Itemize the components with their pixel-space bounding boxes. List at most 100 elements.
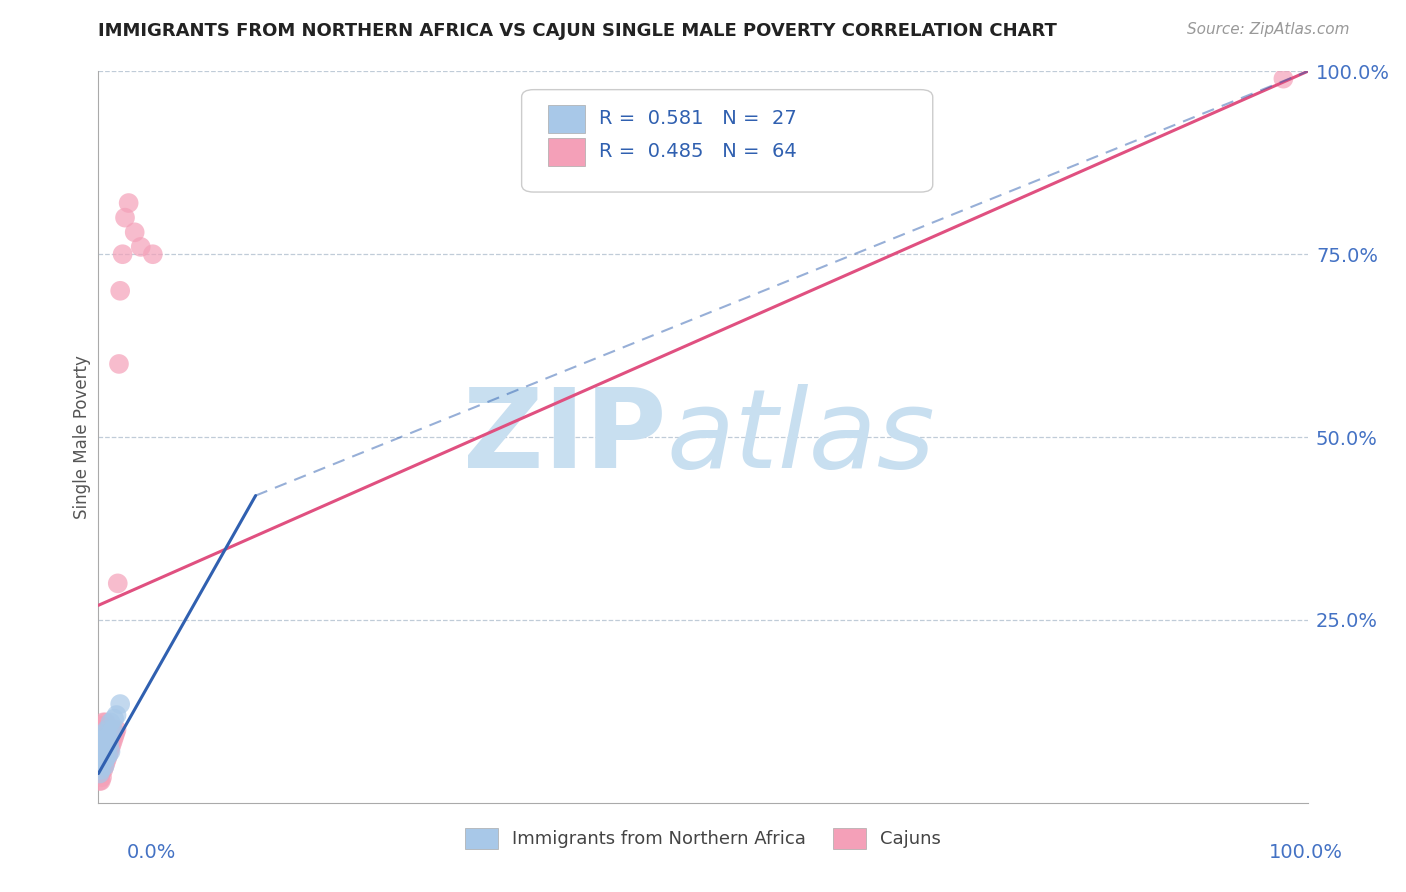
Point bbox=[93, 726, 115, 740]
Text: atlas: atlas bbox=[666, 384, 935, 491]
Legend: Immigrants from Northern Africa, Cajuns: Immigrants from Northern Africa, Cajuns bbox=[458, 821, 948, 856]
Point bbox=[90, 756, 112, 770]
Point bbox=[91, 715, 114, 730]
Point bbox=[100, 730, 122, 744]
Point bbox=[90, 723, 112, 737]
Point bbox=[108, 284, 131, 298]
Point bbox=[97, 730, 120, 744]
Point bbox=[89, 759, 111, 773]
Point bbox=[93, 733, 115, 747]
Point bbox=[94, 737, 117, 751]
Point bbox=[89, 752, 111, 766]
Point bbox=[91, 745, 114, 759]
Point bbox=[105, 708, 128, 723]
Point bbox=[108, 357, 131, 371]
Point bbox=[90, 740, 112, 755]
Text: Source: ZipAtlas.com: Source: ZipAtlas.com bbox=[1187, 22, 1350, 37]
Text: ZIP: ZIP bbox=[464, 384, 666, 491]
Point bbox=[93, 748, 115, 763]
Point bbox=[90, 733, 112, 747]
Point bbox=[91, 730, 114, 744]
Point bbox=[91, 748, 114, 763]
Point bbox=[98, 737, 121, 751]
Point bbox=[114, 211, 136, 225]
Point bbox=[90, 733, 112, 747]
Point bbox=[89, 756, 111, 770]
Point bbox=[96, 752, 118, 766]
Point bbox=[91, 745, 114, 759]
Point bbox=[89, 773, 111, 788]
Point bbox=[93, 759, 115, 773]
Point bbox=[90, 766, 112, 780]
Point bbox=[90, 763, 112, 777]
Point bbox=[93, 723, 115, 737]
Point bbox=[96, 726, 118, 740]
Point bbox=[111, 247, 134, 261]
Point bbox=[108, 697, 131, 711]
Point bbox=[103, 712, 125, 726]
Point bbox=[97, 726, 120, 740]
Point bbox=[91, 737, 114, 751]
Point bbox=[97, 737, 120, 751]
Point bbox=[142, 247, 165, 261]
Point bbox=[98, 745, 121, 759]
Point bbox=[91, 756, 114, 770]
Text: 100.0%: 100.0% bbox=[1268, 843, 1343, 862]
Point bbox=[100, 737, 122, 751]
Point bbox=[94, 756, 117, 770]
FancyBboxPatch shape bbox=[548, 138, 585, 166]
Point bbox=[98, 733, 121, 747]
Point bbox=[91, 730, 114, 744]
Point bbox=[91, 740, 114, 755]
Point bbox=[91, 737, 114, 751]
Point bbox=[96, 733, 118, 747]
Point bbox=[129, 240, 152, 254]
Point bbox=[103, 730, 125, 744]
Point bbox=[100, 740, 122, 755]
Point bbox=[91, 752, 114, 766]
Point bbox=[90, 748, 112, 763]
Point bbox=[100, 726, 122, 740]
Point bbox=[101, 733, 124, 747]
Point bbox=[105, 723, 128, 737]
Point bbox=[94, 733, 117, 747]
Point bbox=[89, 740, 111, 755]
Point bbox=[1272, 71, 1295, 86]
Point bbox=[91, 763, 114, 777]
Text: R =  0.485   N =  64: R = 0.485 N = 64 bbox=[599, 143, 797, 161]
Point bbox=[91, 719, 114, 733]
Point bbox=[89, 748, 111, 763]
Point bbox=[94, 745, 117, 759]
Point bbox=[91, 759, 114, 773]
Text: IMMIGRANTS FROM NORTHERN AFRICA VS CAJUN SINGLE MALE POVERTY CORRELATION CHART: IMMIGRANTS FROM NORTHERN AFRICA VS CAJUN… bbox=[98, 22, 1057, 40]
Point bbox=[101, 723, 124, 737]
Point bbox=[90, 745, 112, 759]
Point bbox=[96, 723, 118, 737]
Point bbox=[96, 740, 118, 755]
Text: R =  0.581   N =  27: R = 0.581 N = 27 bbox=[599, 110, 797, 128]
Point bbox=[94, 752, 117, 766]
Point bbox=[107, 576, 129, 591]
Point bbox=[124, 225, 146, 239]
Point bbox=[94, 730, 117, 744]
Point bbox=[93, 745, 115, 759]
Point bbox=[90, 773, 112, 788]
FancyBboxPatch shape bbox=[548, 105, 585, 133]
Point bbox=[97, 748, 120, 763]
Y-axis label: Single Male Poverty: Single Male Poverty bbox=[73, 355, 91, 519]
Point bbox=[96, 740, 118, 755]
Point bbox=[91, 752, 114, 766]
FancyBboxPatch shape bbox=[522, 90, 932, 192]
Point bbox=[93, 740, 115, 755]
Text: 0.0%: 0.0% bbox=[127, 843, 176, 862]
Point bbox=[90, 726, 112, 740]
Point bbox=[100, 726, 122, 740]
Point bbox=[89, 766, 111, 780]
Point bbox=[94, 715, 117, 730]
Point bbox=[91, 737, 114, 751]
Point bbox=[100, 745, 122, 759]
Point bbox=[104, 726, 127, 740]
Point bbox=[100, 715, 122, 730]
Point bbox=[91, 770, 114, 784]
Point bbox=[89, 766, 111, 780]
